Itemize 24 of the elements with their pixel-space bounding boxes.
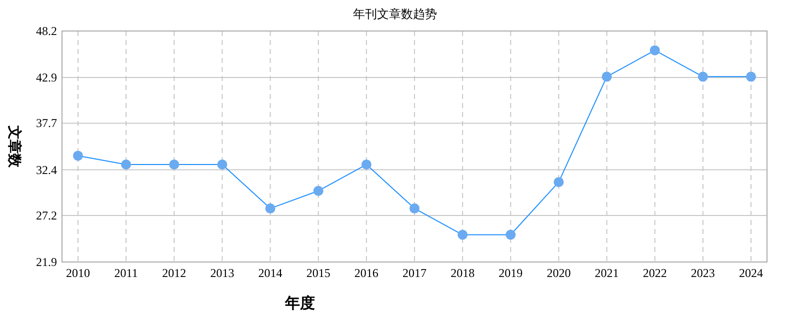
x-tick-label: 2010 xyxy=(66,266,90,280)
x-tick-label: 2016 xyxy=(354,266,378,280)
x-tick-label: 2021 xyxy=(594,266,619,280)
y-tick-label: 42.9 xyxy=(36,70,57,85)
y-axis-title: 文章数 xyxy=(6,124,23,168)
x-tick-label: 2012 xyxy=(162,266,186,280)
x-tick-label: 2018 xyxy=(450,266,475,280)
x-axis-title: 年度 xyxy=(284,294,315,312)
x-tick-label: 2011 xyxy=(114,266,138,280)
x-tick-label: 2024 xyxy=(739,266,763,280)
x-tick-label: 2013 xyxy=(210,266,234,280)
x-tick-label: 2022 xyxy=(642,266,667,280)
y-tick-label: 48.2 xyxy=(36,24,57,38)
x-tick-label: 2015 xyxy=(306,266,330,280)
y-tick-label: 21.9 xyxy=(36,255,57,269)
y-tick-label: 27.2 xyxy=(36,208,57,222)
x-tick-label: 2019 xyxy=(498,266,523,280)
y-tick-label: 37.7 xyxy=(36,116,57,130)
chart-title: 年刊文章数趋势 xyxy=(353,7,437,21)
y-tick-label: 32.4 xyxy=(36,162,57,177)
x-tick-label: 2020 xyxy=(546,266,571,280)
x-tick-label: 2017 xyxy=(402,266,426,280)
x-tick-label: 2023 xyxy=(690,266,715,280)
x-tick-label: 2014 xyxy=(258,266,282,280)
